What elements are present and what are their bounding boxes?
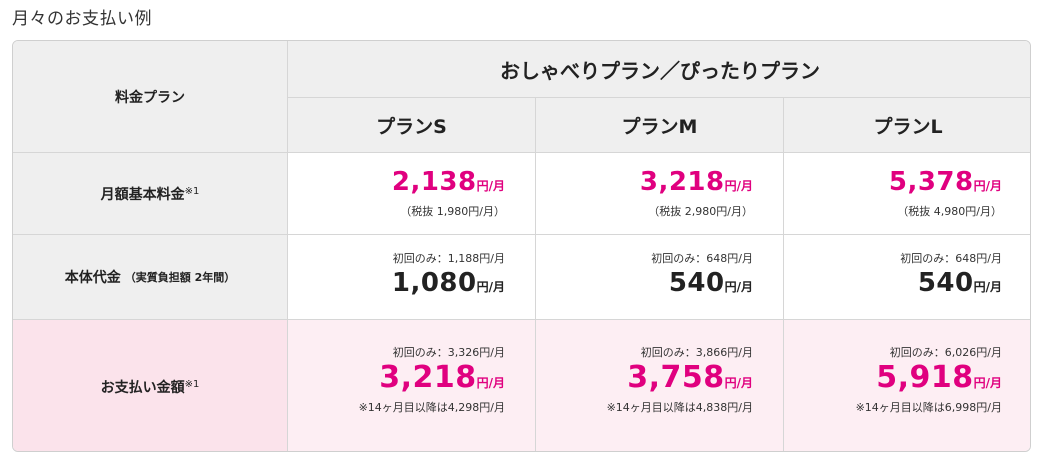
price-value: 3,218 (379, 360, 477, 395)
plan-name: プランL (873, 115, 943, 138)
price-value: 3,218 (639, 167, 725, 197)
price-value: 540 (917, 268, 974, 298)
after-note: ※14ヶ月目以降は4,838円/月 (606, 401, 753, 414)
footnote-mark: ※1 (184, 186, 200, 197)
payment-label: お支払い金額 (100, 379, 185, 396)
plan-header-s: プランS (288, 98, 536, 153)
first-month-note: 初回のみ：6,026円/月 (889, 346, 1002, 359)
first-month-note: 初回のみ：3,326円/月 (392, 346, 505, 359)
after-note: ※14ヶ月目以降は6,998円/月 (855, 401, 1002, 414)
monthly-basic-cell-l: 5,378円/月 （税抜 4,980円/月） (784, 153, 1030, 235)
plan-name: プランM (621, 115, 698, 138)
monthly-basic-cell-s: 2,138円/月 （税抜 1,980円/月） (288, 153, 536, 235)
price-unit: 円/月 (724, 376, 753, 390)
pricing-table: 料金プラン おしゃべりプラン／ぴったりプラン プランS プランM プランL 月額… (12, 40, 1031, 452)
device-sub-label: （実質負担額 2年間） (124, 271, 236, 284)
device-label: 本体代金 (64, 270, 121, 286)
price-unit: 円/月 (973, 376, 1002, 390)
corner-label: 料金プラン (115, 89, 185, 106)
price-value: 1,080 (391, 268, 477, 298)
price-value: 540 (668, 268, 725, 298)
price-value: 3,758 (627, 360, 725, 395)
monthly-basic-cell-m: 3,218円/月 （税抜 2,980円/月） (536, 153, 784, 235)
first-month-note: 初回のみ：1,188円/月 (392, 252, 505, 265)
price-unit: 円/月 (476, 280, 505, 294)
device-cell-m: 初回のみ：648円/月 540円/月 (536, 235, 784, 320)
device-cell-l: 初回のみ：648円/月 540円/月 (784, 235, 1030, 320)
plan-header-m: プランM (536, 98, 784, 153)
row-label-monthly-basic: 月額基本料金 ※1 (13, 153, 288, 235)
price-value: 5,378 (888, 167, 974, 197)
price-unit: 円/月 (724, 179, 753, 193)
group-header-cell: おしゃべりプラン／ぴったりプラン (288, 41, 1030, 98)
corner-label-cell: 料金プラン (13, 41, 288, 153)
price-value: 2,138 (391, 167, 477, 197)
monthly-basic-label: 月額基本料金 (100, 186, 185, 203)
footnote-mark: ※1 (184, 379, 200, 390)
price-value: 5,918 (876, 360, 974, 395)
row-label-device: 本体代金 （実質負担額 2年間） (13, 235, 288, 320)
payment-cell-m: 初回のみ：3,866円/月 3,758円/月 ※14ヶ月目以降は4,838円/月 (536, 320, 784, 451)
plan-header-l: プランL (784, 98, 1030, 153)
plan-name: プランS (376, 115, 447, 138)
price-unit: 円/月 (973, 280, 1002, 294)
price-unit: 円/月 (476, 179, 505, 193)
price-unit: 円/月 (973, 179, 1002, 193)
payment-cell-l: 初回のみ：6,026円/月 5,918円/月 ※14ヶ月目以降は6,998円/月 (784, 320, 1030, 451)
page-title: 月々のお支払い例 (12, 9, 152, 29)
first-month-note: 初回のみ：648円/月 (651, 252, 753, 265)
price-unit: 円/月 (724, 280, 753, 294)
device-cell-s: 初回のみ：1,188円/月 1,080円/月 (288, 235, 536, 320)
first-month-note: 初回のみ：648円/月 (900, 252, 1002, 265)
payment-cell-s: 初回のみ：3,326円/月 3,218円/月 ※14ヶ月目以降は4,298円/月 (288, 320, 536, 451)
tax-note: （税抜 4,980円/月） (897, 205, 1002, 218)
tax-note: （税抜 1,980円/月） (400, 205, 505, 218)
tax-note: （税抜 2,980円/月） (648, 205, 753, 218)
row-label-payment: お支払い金額 ※1 (13, 320, 288, 451)
first-month-note: 初回のみ：3,866円/月 (640, 346, 753, 359)
price-unit: 円/月 (476, 376, 505, 390)
after-note: ※14ヶ月目以降は4,298円/月 (358, 401, 505, 414)
group-header: おしゃべりプラン／ぴったりプラン (500, 58, 820, 83)
